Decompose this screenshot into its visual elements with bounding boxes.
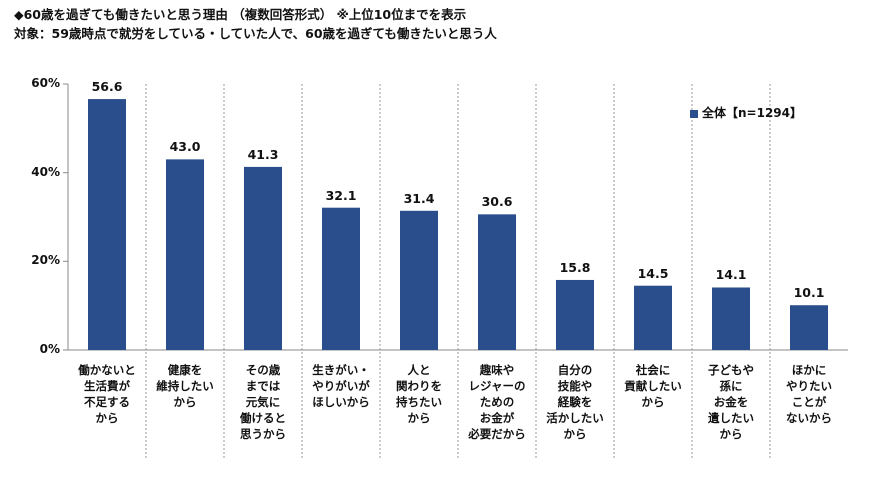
bar (400, 210, 438, 350)
data-label: 56.6 (91, 79, 123, 95)
bar (166, 159, 204, 350)
category-label: 社会に 貢献したい から (624, 363, 682, 409)
legend-swatch (690, 109, 698, 118)
bar (244, 166, 282, 350)
bar (556, 279, 594, 350)
category-label: その歳 までは 元気に 働けると 思うから (240, 363, 286, 441)
bar (88, 99, 126, 350)
category-label: 趣味や レジャーの ための お金が 必要だから (468, 363, 526, 441)
y-tick-label: 40% (31, 164, 60, 179)
y-tick-label: 0% (39, 342, 60, 356)
data-label: 30.6 (481, 194, 513, 210)
category-label: 健康を 維持したい から (156, 363, 214, 409)
y-tick-label: 20% (31, 253, 60, 268)
bar (478, 214, 516, 350)
chart-subtitle: 対象：59歳時点で就労をしている・していた人で、60歳を過ぎても働きたいと思う人 (14, 26, 497, 41)
category-label: 働かないと 生活費が 不足する から (78, 363, 136, 425)
bar (322, 207, 360, 350)
data-label: 14.5 (637, 265, 669, 281)
legend: 全体【n=1294】 (690, 104, 802, 121)
data-label: 41.3 (247, 146, 279, 162)
bar (634, 285, 672, 350)
category-label: ほかに やりたい ことが ないから (786, 363, 832, 425)
category-label: 自分の 技能や 経験を 活かしたい から (546, 363, 604, 441)
data-label: 15.8 (559, 259, 591, 275)
y-tick-label: 60% (31, 76, 60, 90)
data-label: 31.4 (403, 190, 435, 206)
bar (790, 305, 828, 350)
category-label: 生きがい・ やりがいが ほしいから (312, 363, 370, 409)
bar (712, 287, 750, 350)
data-label: 14.1 (715, 267, 747, 283)
category-label: 子どもや 孫に お金を 遺したい から (708, 363, 754, 441)
legend-label: 全体【n=1294】 (702, 106, 802, 120)
chart-title: ◆60歳を過ぎても働きたいと思う理由 （複数回答形式） ※上位10位までを表示 (14, 7, 467, 22)
category-label: 人と 関わりを 持ちたい から (396, 363, 442, 425)
data-label: 32.1 (325, 187, 357, 203)
data-label: 10.1 (793, 285, 825, 301)
data-label: 43.0 (169, 139, 201, 155)
